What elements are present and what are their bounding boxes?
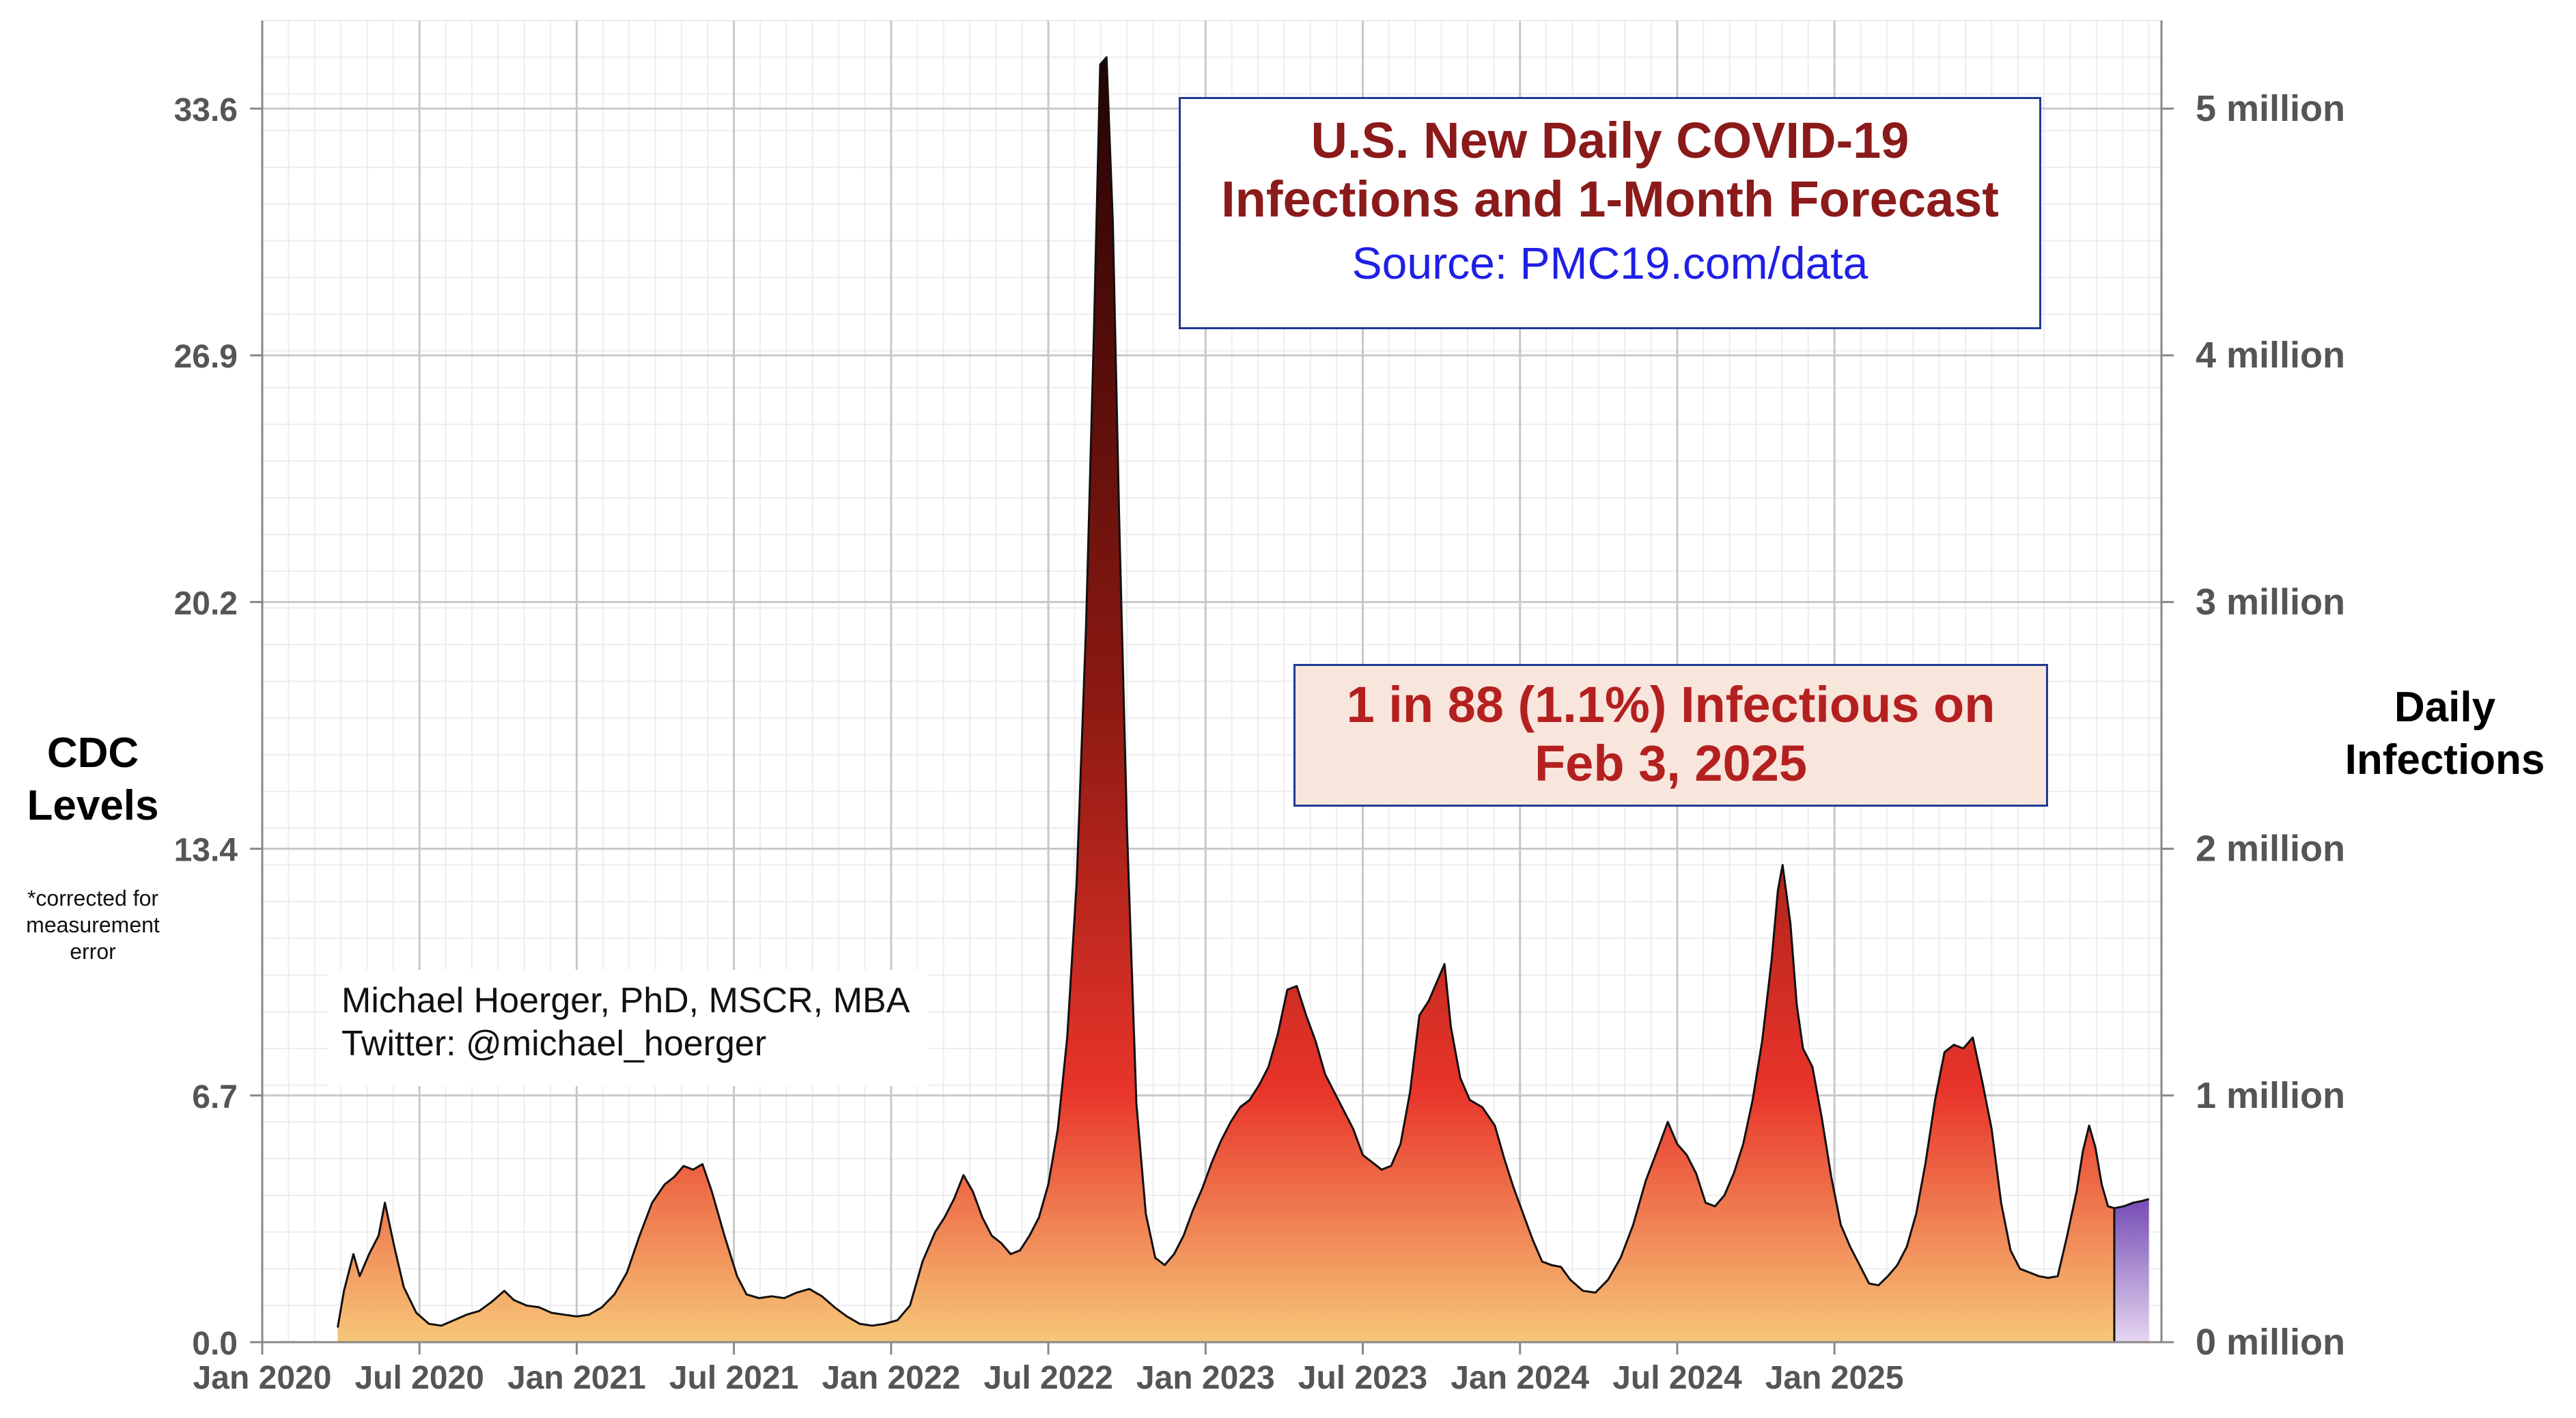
y2-tick-label: 1 million	[2196, 1075, 2345, 1116]
author-name: Michael Hoerger, PhD, MSCR, MBA	[341, 981, 910, 1020]
y-axis-left-label-line-1: CDC	[46, 729, 139, 777]
x-tick-label: Jan 2021	[507, 1360, 646, 1396]
x-tick-label: Jan 2023	[1136, 1360, 1275, 1396]
x-tick-label: Jul 2020	[354, 1360, 484, 1396]
callout-line-2: Feb 3, 2025	[1534, 734, 1807, 792]
y-tick-label: 13.4	[174, 833, 238, 869]
measurement-note: *corrected for measurement error	[0, 885, 186, 965]
x-tick-label: Jul 2023	[1298, 1360, 1427, 1396]
x-tick-label: Jan 2022	[822, 1360, 960, 1396]
source-label: Source: PMC19.com/data	[1352, 237, 1868, 288]
x-tick-label: Jan 2025	[1765, 1360, 1904, 1396]
x-tick-label: Jan 2020	[193, 1360, 332, 1396]
y-axis-left-ticks: 0.0 6.7 13.4 20.2 26.9 33.6	[174, 92, 262, 1362]
y2-tick-label: 3 million	[2196, 581, 2345, 622]
x-tick-label: Jul 2024	[1612, 1360, 1742, 1396]
x-tick-label: Jan 2024	[1451, 1360, 1589, 1396]
y-tick-label: 0.0	[192, 1326, 238, 1362]
chart-title-box: U.S. New Daily COVID-19 Infections and 1…	[1179, 97, 2041, 329]
y2-tick-label: 4 million	[2196, 335, 2345, 376]
author-credit: Michael Hoerger, PhD, MSCR, MBA Twitter:…	[328, 970, 929, 1086]
axis-lines	[261, 20, 2163, 1344]
y-axis-right-label-line-1: Daily	[2394, 684, 2496, 731]
y-axis-right-label-line-2: Infections	[2344, 736, 2545, 783]
observed-area	[337, 57, 2114, 1342]
y-tick-label: 20.2	[174, 585, 238, 622]
observed-line	[337, 56, 2115, 1328]
measurement-note-line-2: measurement	[26, 913, 160, 938]
y-axis-right-ticks: 0 million 1 million 2 million 3 million 4 mi…	[2161, 88, 2345, 1363]
y-axis-left-label-line-2: Levels	[27, 781, 159, 829]
infection-areas	[337, 56, 2150, 1342]
y-axis-left-label: CDC Levels	[0, 727, 186, 833]
x-axis-ticks: Jan 2020 Jul 2020 Jan 2021 Jul 2021 Jan 2022…	[193, 1342, 1904, 1396]
chart-title-line-1: U.S. New Daily COVID-19	[1311, 112, 1909, 169]
y-axis-right-label: Daily Infections	[2322, 682, 2568, 787]
y2-tick-label: 2 million	[2196, 829, 2345, 870]
forecast-area	[2114, 1199, 2149, 1342]
y2-tick-label: 5 million	[2196, 88, 2345, 129]
forecast-line	[2114, 1197, 2150, 1210]
y2-tick-label: 0 million	[2196, 1322, 2345, 1363]
y-tick-label: 33.6	[174, 92, 238, 128]
y-tick-label: 26.9	[174, 339, 238, 375]
infectious-callout: 1 in 88 (1.1%) Infectious on Feb 3, 2025	[1293, 664, 2048, 807]
measurement-note-line-3: error	[70, 939, 116, 964]
chart-title-line-2: Infections and 1-Month Forecast	[1221, 170, 1999, 227]
x-tick-label: Jul 2021	[669, 1360, 798, 1396]
x-tick-label: Jul 2022	[983, 1360, 1112, 1396]
y-tick-label: 6.7	[192, 1079, 238, 1115]
measurement-note-line-1: *corrected for	[27, 886, 159, 910]
callout-line-1: 1 in 88 (1.1%) Infectious on	[1346, 676, 1996, 733]
author-twitter: Twitter: @michael_hoerger	[341, 1024, 767, 1064]
